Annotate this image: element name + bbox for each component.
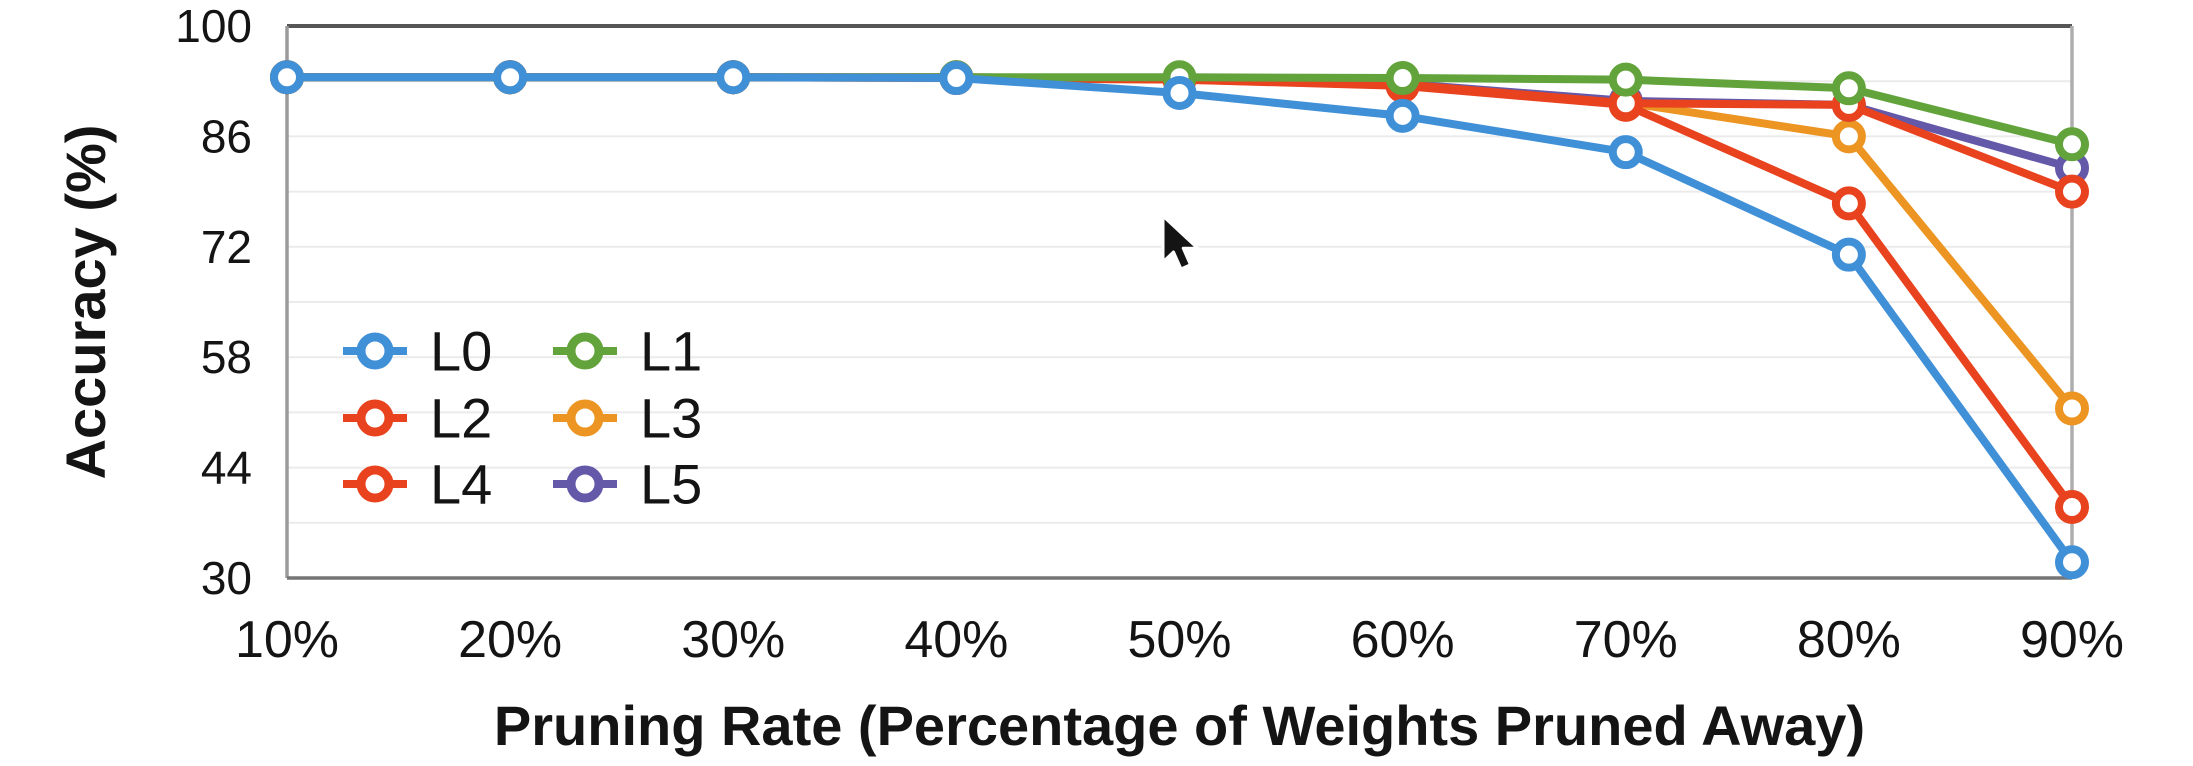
legend-item-L1: L1 [553,320,702,383]
legend-item-L5: L5 [553,453,702,516]
legend-swatch-marker-L4 [356,465,394,503]
data-point-L1-60% [1385,61,1420,96]
y-tick-label: 86 [201,110,252,162]
x-tick-label: 90% [2020,611,2124,669]
series-line-L2 [283,73,2076,512]
series-line-L0 [283,73,2076,567]
legend-label-L0: L0 [430,320,492,383]
y-axis-title: Accuracy (%) [54,125,117,480]
legend-item-L4: L4 [343,453,492,516]
legend-label-L1: L1 [640,320,702,383]
data-point-L0-30% [716,60,751,95]
legend-swatch-marker-L5 [566,465,604,503]
y-tick-label: 44 [201,442,252,494]
data-point-L1-90% [2055,127,2089,162]
legend-item-L0: L0 [343,320,492,383]
y-tick-label: 58 [201,331,252,383]
data-point-L1-70% [1608,62,1643,97]
data-point-L3-80% [1831,119,1866,154]
data-point-L0-80% [1831,237,1866,272]
legend-swatch-marker-L0 [356,332,394,370]
y-tick-label: 30 [201,552,252,604]
data-point-L0-50% [1162,76,1197,111]
legend: L0 L1 L2 L3 L4 L5 [343,320,702,516]
data-point-L0-60% [1385,98,1420,133]
data-point-L0-90% [2055,545,2089,580]
legend-label-L3: L3 [640,387,702,450]
data-point-L0-40% [939,61,974,96]
data-point-L0-10% [270,60,304,95]
data-point-L0-20% [493,60,528,95]
x-tick-label: 30% [681,611,785,669]
x-tick-label: 50% [1127,611,1231,669]
x-tick-label: 10% [235,611,339,669]
legend-swatch-marker-L3 [566,399,604,437]
x-tick-label: 80% [1797,611,1901,669]
legend-label-L5: L5 [640,453,702,516]
legend-swatch-marker-L1 [566,332,604,370]
x-tick-label: 70% [1574,611,1678,669]
data-point-L2-80% [1831,186,1866,221]
x-tick-label: 20% [458,611,562,669]
data-point-L4-90% [2055,174,2089,209]
legend-item-L2: L2 [343,387,492,450]
legend-label-L2: L2 [430,387,492,450]
data-point-L0-70% [1608,135,1643,170]
x-tick-label: 40% [904,611,1008,669]
data-point-L2-90% [2055,490,2089,525]
mouse-cursor-icon [1161,214,1199,271]
y-tick-label: 100 [175,0,252,52]
x-axis-title: Pruning Rate (Percentage of Weights Prun… [494,694,1865,757]
data-point-L1-80% [1831,71,1866,106]
legend-swatch-marker-L2 [356,399,394,437]
legend-label-L4: L4 [430,453,492,516]
data-point-L3-90% [2055,391,2089,426]
y-tick-label: 72 [201,221,252,273]
x-tick-label: 60% [1351,611,1455,669]
legend-item-L3: L3 [553,387,702,450]
